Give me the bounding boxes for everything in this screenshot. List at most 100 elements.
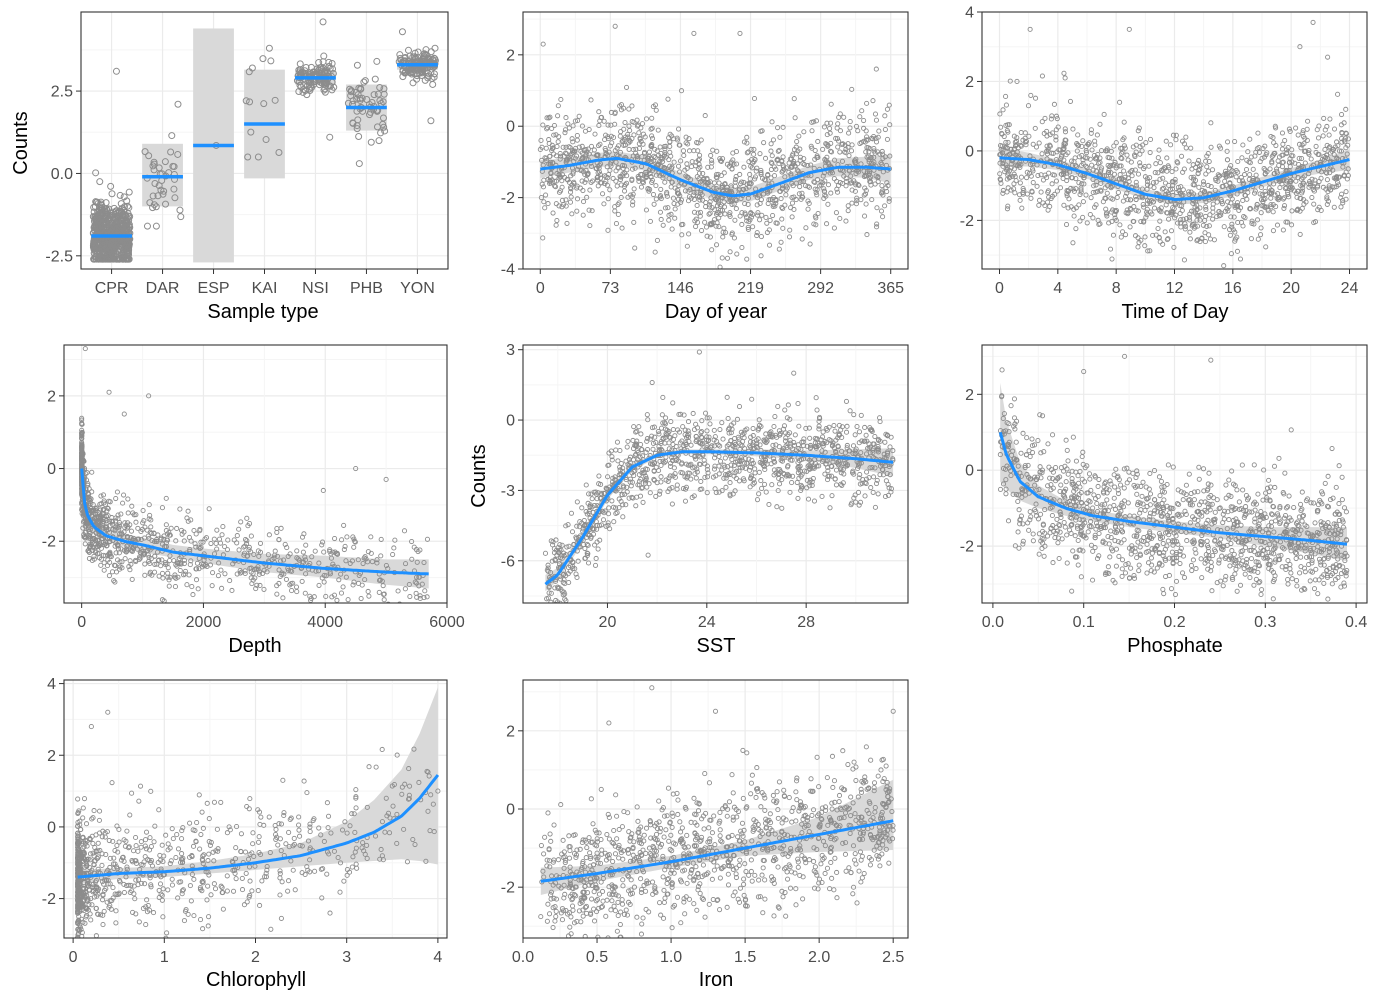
data-point [1081,181,1087,187]
data-point [1240,142,1246,148]
data-point [1171,244,1177,250]
data-point [87,534,93,540]
data-point [1158,167,1165,173]
data-point [360,560,366,567]
data-point [733,161,740,167]
data-point [1324,177,1330,183]
data-point [663,166,669,172]
data-point [1084,150,1090,156]
data-point [1095,152,1101,158]
data-point [1196,184,1202,190]
data-point [159,505,165,511]
data-point [186,572,192,578]
data-point [1093,164,1099,170]
data-point [95,551,101,557]
data-point [1124,152,1130,158]
data-point [1048,116,1054,122]
data-point [758,197,764,203]
data-point [163,544,169,550]
data-point [612,208,618,214]
data-point [1035,172,1041,179]
data-point [197,545,203,552]
data-point [569,136,575,142]
data-point [1264,150,1270,156]
data-point [1246,159,1252,165]
data-point [670,195,677,201]
data-point [294,555,300,561]
data-point [302,63,310,71]
data-point [742,210,748,216]
data-point [694,139,700,146]
data-point [637,135,643,141]
data-point [1073,162,1079,169]
data-point [812,186,818,192]
data-point [344,534,350,540]
data-point [152,561,158,567]
data-point [648,126,654,132]
data-point [836,114,842,120]
data-point [729,166,735,172]
data-point [679,232,685,238]
data-point [399,73,407,81]
data-point [96,178,104,186]
data-point [811,498,818,504]
data-point [414,580,420,586]
data-point [1277,185,1283,191]
data-point [1166,216,1172,222]
data-point [406,69,414,77]
data-point [1144,206,1150,212]
data-point [733,206,739,212]
data-point [371,75,379,83]
data-point [820,146,826,152]
data-point [1235,158,1241,165]
data-point [622,182,628,188]
data-point [875,134,881,140]
data-point [1033,95,1039,101]
data-point [884,106,890,112]
data-point [152,553,158,559]
data-point [1273,166,1280,172]
y-tick-label: 0.0 [51,166,73,183]
data-point [316,81,324,89]
data-point [1124,207,1130,213]
data-point [1153,161,1159,167]
data-point [877,151,883,157]
data-point [1254,202,1260,208]
data-point [568,194,574,200]
data-point [1188,145,1194,151]
data-point [155,164,163,172]
data-point [241,550,248,556]
data-point [1187,236,1193,242]
data-point [596,481,602,487]
data-point [998,177,1004,183]
data-point [1326,132,1332,138]
data-point [1283,167,1289,173]
data-point [101,567,107,573]
data-point [1024,169,1030,175]
data-point [160,575,166,581]
data-point [252,575,258,581]
data-point [1039,151,1045,157]
data-point [1054,116,1060,122]
data-point [100,507,107,513]
data-point [334,597,340,603]
data-point [617,149,623,155]
data-point [353,61,361,69]
data-point [1208,144,1214,150]
data-point [805,163,811,169]
data-point [631,132,637,138]
x-tick-label: 146 [667,280,694,297]
data-point [1049,181,1055,187]
data-point [1137,160,1143,166]
data-point [853,170,859,177]
data-point [649,133,655,139]
data-point [125,188,133,196]
data-point [402,586,408,592]
data-point [658,216,664,223]
y-tick-label: 0 [506,119,515,136]
data-point [686,231,692,237]
data-point [1232,203,1238,209]
data-point [732,179,738,185]
data-point [1274,196,1280,202]
